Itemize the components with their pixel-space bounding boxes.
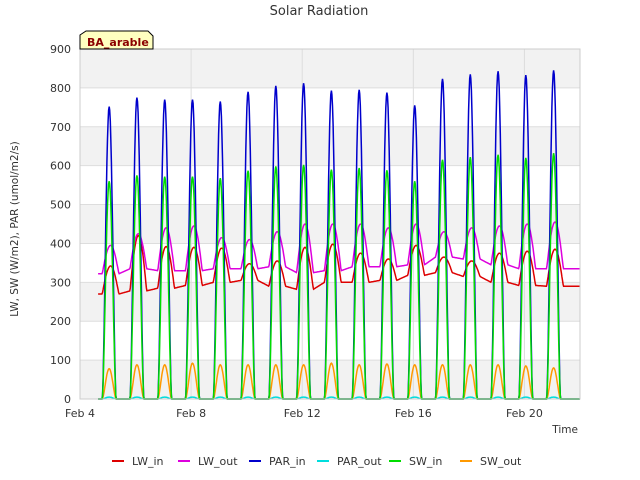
badge-label: BA_arable [87, 36, 149, 49]
x-tick-label: Feb 8 [176, 407, 206, 420]
x-tick-label: Feb 16 [395, 407, 432, 420]
series-line-lw-out [98, 221, 580, 275]
y-tick-label: 0 [64, 393, 71, 406]
legend-label: LW_in [132, 455, 164, 468]
plot-frame [79, 48, 581, 400]
y-tick-label: 100 [50, 354, 71, 367]
series-line-lw-in [98, 234, 580, 295]
legend-label: SW_in [409, 455, 442, 468]
legend-label: PAR_in [269, 455, 306, 468]
x-axis-ticks: Feb 4 Feb 8 Feb 12 Feb 16 Feb 20 [65, 407, 543, 420]
chart-title: Solar Radiation [270, 4, 369, 19]
grid-band [80, 282, 580, 322]
grid-band [80, 49, 580, 88]
y-tick-label: 400 [50, 237, 71, 250]
y-tick-label: 800 [50, 82, 71, 95]
y-tick-label: 200 [50, 315, 71, 328]
legend: LW_in LW_out PAR_in PAR_out SW_in SW_out [112, 455, 522, 468]
x-axis-label: Time [551, 424, 578, 436]
x-tick-label: Feb 12 [284, 407, 321, 420]
y-tick-label: 500 [50, 199, 71, 212]
y-tick-label: 300 [50, 276, 71, 289]
y-axis-label: LW, SW (W/m2), PAR (umol/m2/s) [9, 141, 21, 316]
legend-label: SW_out [480, 455, 522, 468]
x-tick-label: Feb 4 [65, 407, 95, 420]
y-tick-label: 900 [50, 43, 71, 56]
y-tick-label: 600 [50, 160, 71, 173]
station-badge: BA_arable [79, 30, 154, 50]
legend-label: PAR_out [337, 455, 382, 468]
y-axis-ticks: 0 100 200 300 400 500 600 700 800 900 [50, 43, 71, 406]
y-tick-label: 700 [50, 121, 71, 134]
legend-label: LW_out [198, 455, 238, 468]
x-tick-label: Feb 20 [506, 407, 543, 420]
badge-box [79, 30, 154, 50]
